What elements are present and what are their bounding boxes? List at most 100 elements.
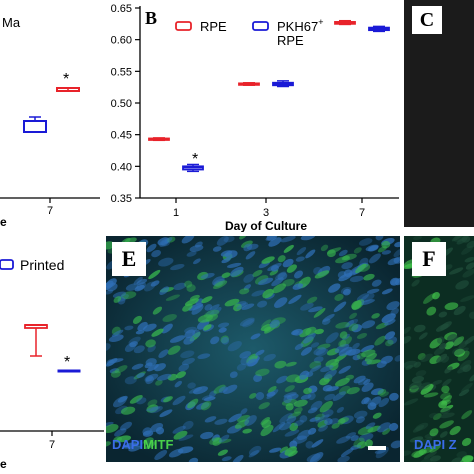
panel-e-cell bbox=[274, 297, 288, 308]
panel-e-cell bbox=[269, 319, 280, 328]
panel-e-cell bbox=[384, 339, 394, 347]
panel-e-cell bbox=[279, 412, 293, 424]
panel-e-cell bbox=[145, 441, 156, 450]
panel-e-cell bbox=[305, 441, 314, 449]
panel-e-cell bbox=[321, 318, 331, 325]
panel-e-cell bbox=[212, 437, 222, 446]
panel-e-cell bbox=[129, 395, 143, 404]
panel-e-cell bbox=[261, 319, 272, 328]
panel-e-cell bbox=[300, 394, 312, 400]
panel-e-cell bbox=[299, 327, 312, 338]
panel-a-tick-label: 7 bbox=[47, 205, 53, 217]
panel-e-cell bbox=[210, 336, 220, 345]
panel-e-cell bbox=[338, 249, 348, 257]
panel-f-cell bbox=[411, 450, 424, 458]
panel-e-cell bbox=[218, 434, 230, 443]
panel-e-cell bbox=[262, 288, 274, 299]
panel-e-cell bbox=[129, 341, 138, 348]
panel-e-cell bbox=[155, 426, 165, 435]
panel-e-cell bbox=[394, 354, 400, 362]
panel-e-cell bbox=[204, 416, 217, 423]
panel-e-cell bbox=[329, 362, 339, 371]
panel-e-cell bbox=[349, 312, 358, 320]
panel-e-cell bbox=[371, 279, 382, 287]
panel-e-cell bbox=[305, 249, 316, 259]
panel-e-cell bbox=[200, 401, 212, 411]
panel-f-cell bbox=[453, 336, 465, 346]
panel-e-cell bbox=[382, 428, 391, 435]
panel-f-cell bbox=[453, 305, 466, 316]
panel-e-cell bbox=[220, 250, 233, 257]
panel-e-cell bbox=[314, 328, 324, 335]
panel-e-cell bbox=[282, 278, 295, 287]
panel-e-cell bbox=[218, 322, 230, 328]
legend-label-rpe: RPE bbox=[200, 19, 227, 34]
panel-e-cell bbox=[152, 306, 163, 315]
box-rpe-1 bbox=[148, 137, 170, 142]
panel-c-image: C bbox=[404, 0, 474, 227]
panel-e-cell bbox=[363, 397, 372, 405]
panel-e-cell bbox=[374, 335, 386, 346]
panel-e-cell bbox=[372, 412, 382, 419]
panel-e-cell bbox=[279, 446, 289, 453]
panel-e-cell bbox=[113, 436, 122, 443]
panel-e-cell bbox=[339, 336, 352, 347]
panel-a: Ma * 7 e bbox=[0, 15, 100, 226]
panel-f-cell bbox=[438, 400, 448, 409]
panel-e-cell bbox=[181, 357, 195, 366]
panel-e-cell bbox=[218, 327, 227, 333]
panel-f-cell bbox=[423, 392, 439, 398]
panel-e-cell bbox=[395, 277, 400, 286]
y-tick-label: 0.40 bbox=[111, 161, 132, 173]
panel-e-cell bbox=[120, 406, 136, 415]
panel-e-cell bbox=[317, 343, 331, 350]
panel-e-cell bbox=[255, 368, 270, 377]
panel-e-cell bbox=[344, 319, 359, 328]
panel-e-cell bbox=[230, 266, 244, 277]
panel-e-cell bbox=[343, 269, 353, 277]
y-tick-label: 0.65 bbox=[111, 3, 132, 15]
panel-f-cell bbox=[440, 355, 450, 363]
panel-e-cell bbox=[353, 375, 366, 384]
panel-e-cell bbox=[288, 294, 302, 305]
panel-d-legend-label: Printed bbox=[20, 257, 64, 273]
panel-e-cell bbox=[360, 293, 375, 303]
panel-f-cell bbox=[451, 236, 465, 242]
panel-f-cell bbox=[432, 291, 440, 300]
panel-e-cell bbox=[338, 417, 350, 424]
panel-e-cell bbox=[242, 428, 253, 434]
panel-e-cell bbox=[240, 408, 248, 415]
panel-e-cell bbox=[131, 363, 144, 370]
panel-e-cell bbox=[142, 427, 152, 436]
panel-f-cell bbox=[404, 336, 412, 344]
panel-e-cell bbox=[274, 360, 287, 369]
panel-e-cell bbox=[245, 251, 256, 260]
legend-label-pkh: PKH67+ bbox=[277, 17, 323, 34]
panel-e-cell bbox=[313, 307, 326, 318]
panel-e-cell bbox=[380, 391, 389, 397]
panel-f-cell bbox=[421, 437, 433, 446]
panel-e-cell bbox=[155, 379, 163, 386]
panel-e-cell bbox=[124, 376, 137, 385]
panel-e-cell bbox=[394, 241, 400, 248]
panel-e-cell bbox=[159, 409, 173, 418]
panel-e-cell bbox=[134, 284, 145, 292]
panel-f-cell bbox=[460, 295, 474, 302]
panel-e-cell bbox=[360, 345, 375, 353]
panel-e-cell bbox=[353, 410, 368, 419]
panel-f-letter-box: F bbox=[412, 242, 446, 276]
panel-e-cell bbox=[339, 331, 348, 339]
panel-d-legend-swatch bbox=[0, 259, 14, 270]
panel-e-cell bbox=[267, 386, 277, 393]
panel-e-cell bbox=[313, 347, 326, 356]
panel-f-cell bbox=[462, 268, 474, 278]
panel-f-cell bbox=[420, 458, 434, 462]
panel-e-cell bbox=[188, 457, 199, 462]
panel-e-cell bbox=[106, 343, 111, 352]
panel-a-title-fragment: Ma bbox=[2, 15, 21, 30]
panel-f-cell bbox=[446, 334, 458, 342]
panel-e-cell bbox=[248, 445, 262, 456]
panel-e-cell bbox=[226, 262, 242, 268]
panel-f-cell bbox=[433, 413, 442, 421]
panel-e-cell bbox=[243, 273, 255, 283]
